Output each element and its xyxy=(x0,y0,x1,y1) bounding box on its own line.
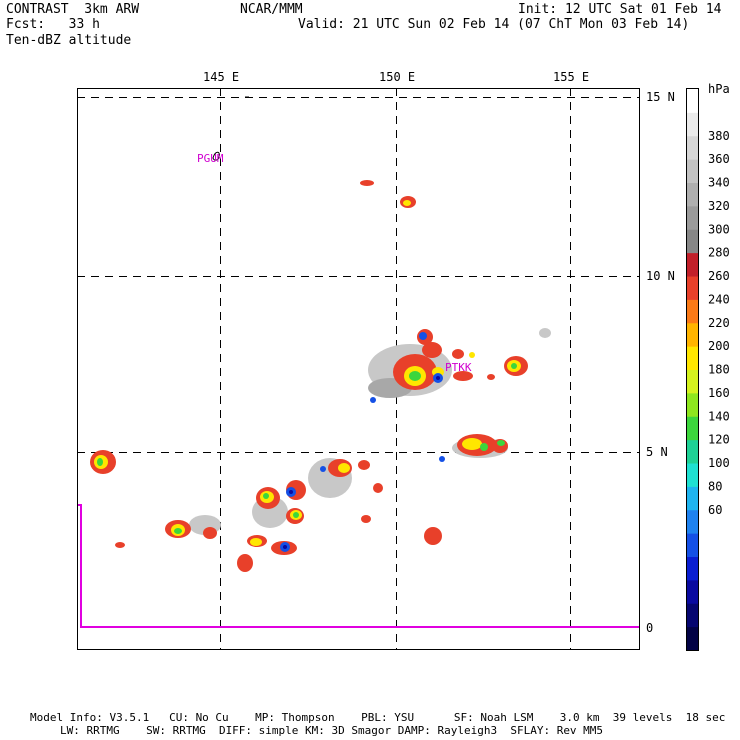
colorbar-label: 60 xyxy=(708,503,722,517)
colorbar-label: 240 xyxy=(708,292,730,306)
colorbar-label: 280 xyxy=(708,246,730,260)
lat-label-10n: 10 N xyxy=(646,269,675,283)
colorbar-label: 260 xyxy=(708,269,730,283)
lat-label-5n: 5 N xyxy=(646,445,668,459)
colorbar-swatch xyxy=(687,135,698,160)
lat-label-15n: 15 N xyxy=(646,90,675,104)
colorbar-swatch xyxy=(687,89,698,113)
colorbar-swatch xyxy=(687,463,698,487)
colorbar-swatch xyxy=(687,392,698,417)
colorbar-label: 220 xyxy=(708,316,730,330)
colorbar-labels: 380 360 340 320 300 280 260 240 220 200 180 160 140 1… xyxy=(708,129,730,517)
colorbar-label: 140 xyxy=(708,409,730,423)
map-frame xyxy=(77,88,640,650)
colorbar-swatch xyxy=(687,603,698,628)
lon-label-150: 150 E xyxy=(379,70,415,84)
colorbar-label: 180 xyxy=(708,363,730,377)
colorbar-swatch xyxy=(687,369,698,394)
colorbar-label: 120 xyxy=(708,433,730,447)
colorbar-swatch xyxy=(687,439,698,464)
colorbar-swatch xyxy=(687,229,698,254)
colorbar-label: 340 xyxy=(708,176,730,190)
lon-label-145: 145 E xyxy=(203,70,239,84)
colorbar-swatch xyxy=(687,556,698,581)
colorbar-swatch xyxy=(687,322,698,347)
model-label: CONTRAST 3km ARW xyxy=(6,2,140,17)
colorbar-swatch xyxy=(687,299,698,324)
guam-island-outline xyxy=(212,151,220,161)
colorbar-swatch xyxy=(687,159,698,184)
colorbar-swatch xyxy=(687,509,698,534)
colorbar-label: 80 xyxy=(708,479,722,493)
latitude-labels: 15 N 10 N 5 N 0 xyxy=(646,90,675,635)
colorbar-label: 300 xyxy=(708,222,730,236)
station-ptkk: PTKK xyxy=(445,361,472,374)
valid-time: Valid: 21 UTC Sun 02 Feb 14 (07 ChT Mon … xyxy=(298,17,690,32)
field-name: Ten-dBZ altitude xyxy=(6,33,132,48)
domain-boundary-line xyxy=(78,504,639,628)
forecast-hour: Fcst: 33 h xyxy=(6,17,100,32)
colorbar-label: 360 xyxy=(708,152,730,166)
init-time: Init: 12 UTC Sat 01 Feb 14 xyxy=(518,2,722,17)
colorbar-unit: hPa xyxy=(708,82,730,96)
colorbar-swatch xyxy=(687,346,698,371)
model-info-line2: LW: RRTMG SW: RRTMG DIFF: simple KM: 3D … xyxy=(60,724,604,737)
colorbar-frame xyxy=(686,88,699,651)
echo-cells xyxy=(90,180,551,572)
colorbar-label: 160 xyxy=(708,386,730,400)
colorbar xyxy=(686,88,699,651)
colorbar-label: 100 xyxy=(708,456,730,470)
colorbar-label: 380 xyxy=(708,129,730,143)
echo-cores xyxy=(97,363,517,534)
station-pgum: PGUM xyxy=(197,152,224,165)
station-labels: PGUM PTKK xyxy=(197,152,472,374)
colorbar-swatch xyxy=(687,626,698,651)
colorbar-swatch xyxy=(687,416,698,441)
model-info-line1: Model Info: V3.5.1 CU: No Cu MP: Thompso… xyxy=(30,711,726,724)
colorbar-swatch xyxy=(687,182,698,207)
colorbar-swatch xyxy=(687,205,698,230)
colorbar-swatch xyxy=(687,486,698,511)
colorbar-swatch xyxy=(687,252,698,277)
longitude-labels: 145 E 150 E 155 E xyxy=(203,70,589,84)
colorbar-label: 320 xyxy=(708,199,730,213)
lon-label-155: 155 E xyxy=(553,70,589,84)
colorbar-swatch xyxy=(687,276,698,300)
lat-label-0: 0 xyxy=(646,621,653,635)
colorbar-swatch xyxy=(687,579,698,604)
colorbar-label: 200 xyxy=(708,339,730,353)
center-label: NCAR/MMM xyxy=(240,2,303,17)
colorbar-swatch xyxy=(687,533,698,558)
colorbar-swatch xyxy=(687,112,698,137)
